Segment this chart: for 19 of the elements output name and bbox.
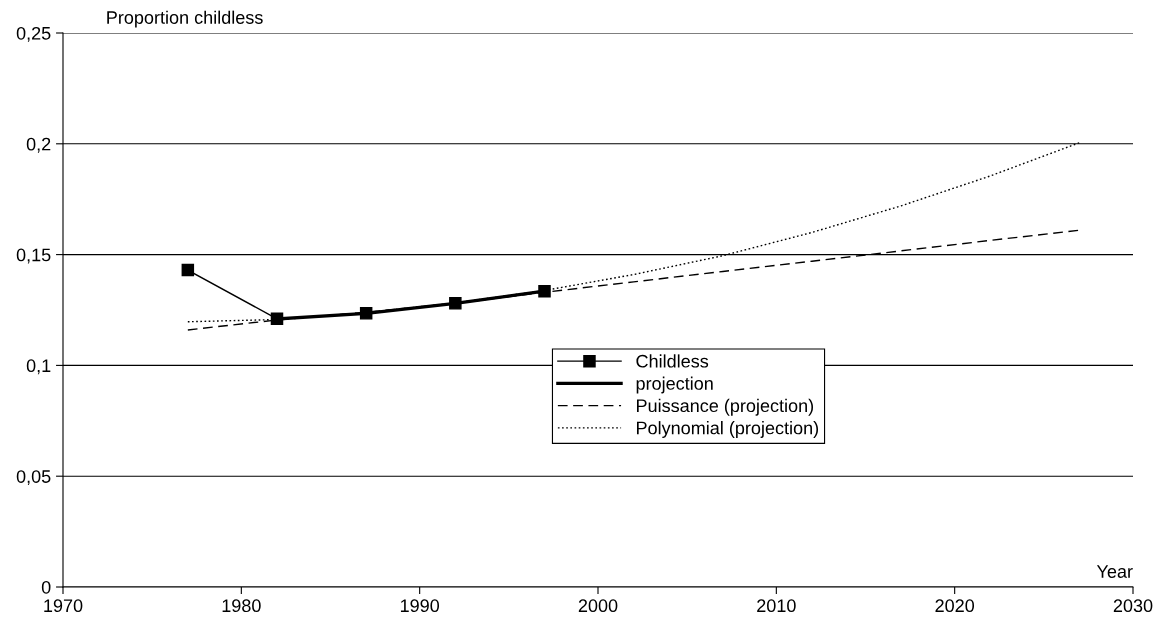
x-tick-label: 2010 [757, 599, 796, 613]
y-axis-title: Proportion childless [107, 10, 263, 28]
y-tick-label: 0,15 [16, 248, 51, 264]
legend-label: Childless [636, 354, 709, 368]
x-tick-label: 1990 [400, 599, 440, 613]
legend-label: Puissance (projection) [636, 398, 814, 416]
x-tick-label: 1980 [222, 599, 261, 613]
y-tick-label: 0,1 [26, 359, 51, 375]
y-tick-label: 0,2 [26, 137, 51, 153]
y-tick-label: 0 [41, 580, 51, 594]
x-axis-title: Year [1096, 565, 1133, 578]
x-tick-label: 2030 [1113, 599, 1153, 613]
y-tick-label: 0,05 [16, 470, 51, 486]
legend-label: projection [636, 376, 713, 394]
y-tick-label: 0,25 [16, 26, 51, 42]
x-tick-label: 2020 [935, 599, 975, 613]
legend-label: Polynomial (projection) [636, 421, 819, 438]
x-tick-label: 2000 [578, 599, 618, 613]
x-tick-label: 1970 [44, 599, 83, 613]
